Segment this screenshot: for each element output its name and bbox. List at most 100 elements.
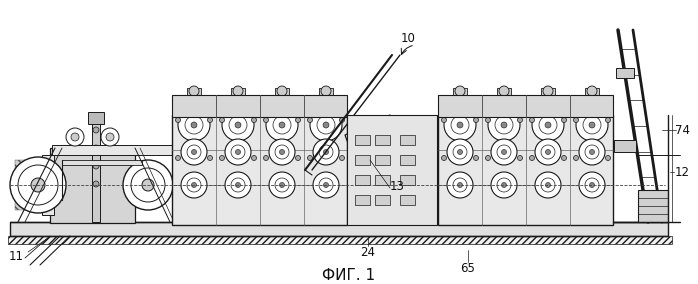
Text: 65: 65 [461, 262, 475, 275]
Circle shape [251, 156, 256, 160]
Circle shape [269, 172, 295, 198]
Circle shape [189, 86, 199, 96]
Circle shape [264, 156, 269, 160]
Bar [400, 195, 415, 205]
Circle shape [499, 86, 509, 96]
Circle shape [308, 118, 313, 122]
Circle shape [323, 183, 329, 187]
Circle shape [605, 156, 611, 160]
Circle shape [501, 149, 507, 154]
Circle shape [561, 118, 567, 122]
Circle shape [517, 118, 523, 122]
Circle shape [486, 118, 491, 122]
Bar [438, 95, 613, 117]
Circle shape [131, 168, 165, 202]
Bar [400, 135, 415, 145]
Circle shape [587, 86, 597, 96]
Bar [172, 95, 347, 117]
Circle shape [339, 118, 345, 122]
Circle shape [225, 139, 251, 165]
Circle shape [545, 122, 551, 128]
Bar [616, 68, 634, 78]
Circle shape [453, 145, 467, 159]
Circle shape [473, 156, 479, 160]
Circle shape [442, 156, 447, 160]
Circle shape [488, 109, 520, 141]
Circle shape [589, 122, 595, 128]
Circle shape [18, 165, 58, 205]
Circle shape [310, 109, 342, 141]
Circle shape [93, 163, 99, 169]
Circle shape [579, 139, 605, 165]
Circle shape [275, 145, 289, 159]
Bar [355, 155, 370, 165]
Bar [50, 148, 135, 223]
Circle shape [546, 149, 551, 154]
Circle shape [583, 116, 601, 134]
Circle shape [339, 156, 345, 160]
Bar [614, 140, 636, 152]
Circle shape [31, 178, 45, 192]
Circle shape [541, 145, 555, 159]
Circle shape [453, 178, 467, 192]
Circle shape [369, 145, 385, 161]
Circle shape [455, 86, 465, 96]
Circle shape [175, 156, 181, 160]
Circle shape [546, 183, 551, 187]
Bar [172, 115, 347, 225]
Bar [497, 88, 511, 95]
Circle shape [495, 116, 513, 134]
Bar [400, 155, 415, 165]
Text: ФИГ. 1: ФИГ. 1 [322, 268, 376, 283]
Circle shape [473, 118, 479, 122]
Circle shape [590, 183, 595, 187]
Circle shape [295, 118, 301, 122]
Text: 24: 24 [360, 245, 376, 258]
Circle shape [181, 139, 207, 165]
Circle shape [71, 133, 79, 141]
Bar [52, 145, 172, 155]
Circle shape [535, 139, 561, 165]
Bar [231, 88, 245, 95]
Circle shape [231, 178, 245, 192]
Circle shape [277, 86, 287, 96]
Circle shape [279, 183, 285, 187]
Circle shape [590, 149, 595, 154]
Bar [319, 88, 333, 95]
Circle shape [279, 149, 285, 154]
Circle shape [207, 118, 212, 122]
Bar [638, 190, 668, 222]
Circle shape [501, 122, 507, 128]
Circle shape [93, 127, 99, 133]
Bar [42, 155, 54, 215]
Polygon shape [345, 115, 410, 190]
Circle shape [442, 118, 447, 122]
Circle shape [457, 122, 463, 128]
Circle shape [497, 145, 511, 159]
Circle shape [101, 128, 119, 146]
Circle shape [187, 178, 201, 192]
Bar [187, 88, 201, 95]
Bar [8, 236, 672, 244]
Bar [375, 155, 390, 165]
Bar [375, 195, 390, 205]
Circle shape [517, 156, 523, 160]
Bar [375, 175, 390, 185]
Bar [50, 148, 135, 223]
Circle shape [185, 116, 203, 134]
Circle shape [457, 149, 463, 154]
Circle shape [222, 109, 254, 141]
Circle shape [457, 183, 463, 187]
Circle shape [235, 149, 241, 154]
Circle shape [585, 145, 599, 159]
Bar [62, 160, 142, 165]
Bar [400, 175, 415, 185]
Circle shape [106, 133, 114, 141]
Circle shape [229, 116, 247, 134]
Circle shape [264, 118, 269, 122]
Circle shape [447, 139, 473, 165]
Text: 74: 74 [676, 124, 690, 137]
Circle shape [491, 172, 517, 198]
Circle shape [191, 149, 197, 154]
Circle shape [451, 116, 469, 134]
